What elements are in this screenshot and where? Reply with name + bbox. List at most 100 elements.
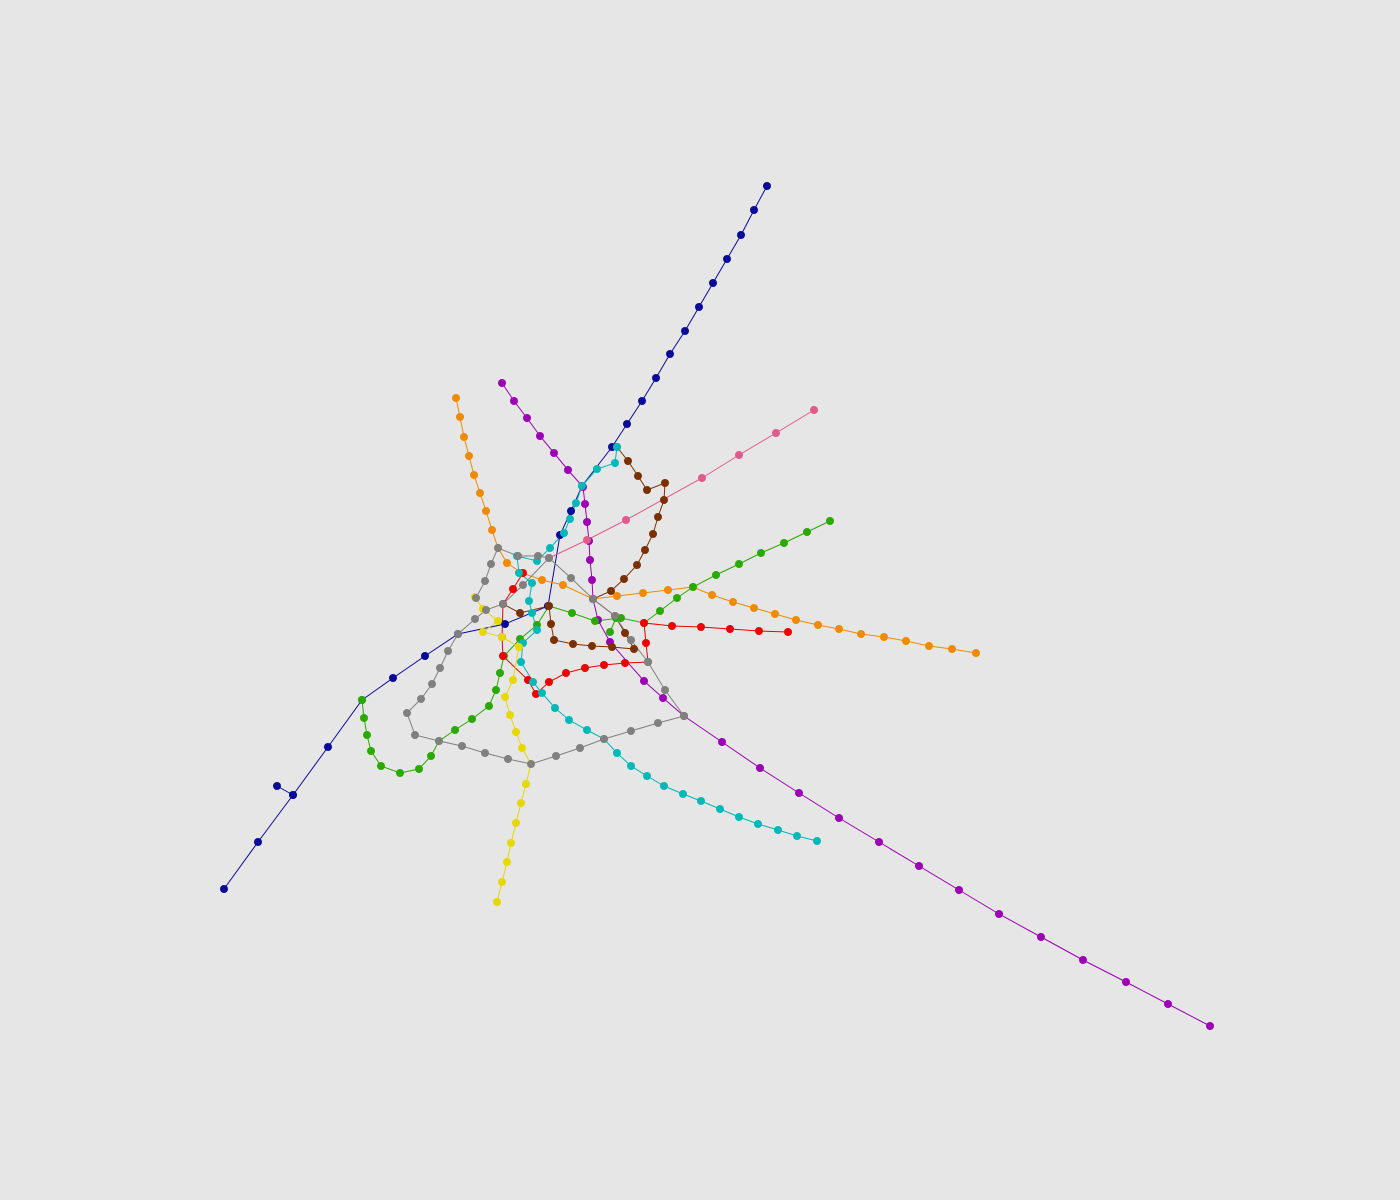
station-brown-7[interactable]: [649, 530, 657, 538]
station-green-11[interactable]: [591, 617, 599, 625]
station-gray-9[interactable]: [458, 742, 466, 750]
station-orange-20[interactable]: [750, 604, 758, 612]
station-brown-1[interactable]: [624, 457, 632, 465]
station-cyan-5[interactable]: [716, 805, 724, 813]
station-orange-26[interactable]: [880, 633, 888, 641]
station-red-9[interactable]: [600, 661, 608, 669]
station-purple-15[interactable]: [640, 677, 648, 685]
station-purple-8[interactable]: [583, 518, 591, 526]
station-gray-11[interactable]: [411, 731, 419, 739]
station-cyan-17[interactable]: [529, 678, 537, 686]
station-brown-3[interactable]: [643, 486, 651, 494]
station-purple-26[interactable]: [1037, 933, 1045, 941]
station-green-26[interactable]: [377, 762, 385, 770]
station-green-20[interactable]: [468, 715, 476, 723]
station-navy-1[interactable]: [254, 838, 262, 846]
station-red-6[interactable]: [642, 639, 650, 647]
station-navy-5[interactable]: [389, 674, 397, 682]
station-brown-21[interactable]: [545, 602, 553, 610]
station-green-2[interactable]: [780, 539, 788, 547]
station-gray-branch-4[interactable]: [627, 636, 635, 644]
station-gray-15[interactable]: [436, 664, 444, 672]
station-brown-18[interactable]: [569, 640, 577, 648]
station-green-28[interactable]: [363, 731, 371, 739]
station-gray-18[interactable]: [471, 615, 479, 623]
station-yellow-14[interactable]: [498, 633, 506, 641]
station-navy-23[interactable]: [750, 206, 758, 214]
station-green-1[interactable]: [803, 528, 811, 536]
station-purple-11[interactable]: [588, 576, 596, 584]
station-gray-6[interactable]: [527, 760, 535, 768]
station-cyan-30[interactable]: [572, 499, 580, 507]
station-red-0[interactable]: [784, 628, 792, 636]
station-purple-28[interactable]: [1122, 978, 1130, 986]
station-brown-5[interactable]: [660, 496, 668, 504]
station-gray-branch-5[interactable]: [644, 658, 652, 666]
station-gray-27[interactable]: [481, 577, 489, 585]
station-orange-4[interactable]: [470, 471, 478, 479]
station-navy-21[interactable]: [723, 255, 731, 263]
station-green-8[interactable]: [656, 607, 664, 615]
station-purple-7[interactable]: [581, 500, 589, 508]
station-green-25[interactable]: [396, 769, 404, 777]
station-brown-22[interactable]: [516, 609, 524, 617]
station-red-1[interactable]: [755, 627, 763, 635]
station-yellow-4[interactable]: [512, 819, 520, 827]
station-cyan-32[interactable]: [593, 465, 601, 473]
station-navy-14[interactable]: [623, 420, 631, 428]
station-orange-16[interactable]: [664, 586, 672, 594]
station-yellow-8[interactable]: [518, 744, 526, 752]
station-cyan-33[interactable]: [611, 459, 619, 467]
station-gray-26[interactable]: [487, 560, 495, 568]
station-navy-spur-0[interactable]: [273, 782, 281, 790]
station-orange-5[interactable]: [476, 489, 484, 497]
station-yellow-13[interactable]: [515, 643, 523, 651]
station-cyan-1[interactable]: [793, 832, 801, 840]
station-navy-11[interactable]: [567, 507, 575, 515]
station-pink-6[interactable]: [810, 406, 818, 414]
station-cyan-11[interactable]: [613, 749, 621, 757]
station-gray-4[interactable]: [576, 744, 584, 752]
station-green-27[interactable]: [367, 747, 375, 755]
station-purple-10[interactable]: [586, 556, 594, 564]
station-cyan-18[interactable]: [517, 658, 525, 666]
station-gray-branch-6[interactable]: [661, 686, 669, 694]
station-orange-14[interactable]: [613, 592, 621, 600]
station-gray-21[interactable]: [519, 581, 527, 589]
station-green-29[interactable]: [360, 714, 368, 722]
station-navy-0[interactable]: [220, 885, 228, 893]
station-gray-24[interactable]: [514, 552, 522, 560]
station-green-21[interactable]: [451, 726, 459, 734]
station-green-24[interactable]: [415, 765, 423, 773]
station-orange-11[interactable]: [538, 576, 546, 584]
station-red-8[interactable]: [621, 659, 629, 667]
station-pink-5[interactable]: [772, 429, 780, 437]
station-brown-20[interactable]: [547, 620, 555, 628]
station-cyan-9[interactable]: [643, 772, 651, 780]
station-gray-14[interactable]: [428, 680, 436, 688]
station-navy-6[interactable]: [421, 652, 429, 660]
station-gray-branch-7[interactable]: [680, 712, 688, 720]
station-navy-3[interactable]: [324, 743, 332, 751]
station-green-18[interactable]: [492, 686, 500, 694]
station-gray-28[interactable]: [472, 594, 480, 602]
station-green-0[interactable]: [826, 517, 834, 525]
station-green-23[interactable]: [427, 752, 435, 760]
station-cyan-10[interactable]: [627, 762, 635, 770]
station-red-4[interactable]: [668, 622, 676, 630]
station-red-18[interactable]: [509, 585, 517, 593]
station-navy-spur-1[interactable]: [289, 791, 297, 799]
station-pink-2[interactable]: [622, 516, 630, 524]
station-cyan-34[interactable]: [613, 443, 621, 451]
station-gray-19[interactable]: [482, 606, 490, 614]
station-orange-25[interactable]: [857, 630, 865, 638]
station-cyan-27[interactable]: [546, 544, 554, 552]
station-green-12[interactable]: [568, 609, 576, 617]
station-purple-25[interactable]: [995, 910, 1003, 918]
station-green-17[interactable]: [496, 669, 504, 677]
station-brown-11[interactable]: [607, 587, 615, 595]
station-yellow-15[interactable]: [479, 628, 487, 636]
station-orange-21[interactable]: [771, 610, 779, 618]
station-cyan-28[interactable]: [560, 529, 568, 537]
station-purple-20[interactable]: [795, 789, 803, 797]
